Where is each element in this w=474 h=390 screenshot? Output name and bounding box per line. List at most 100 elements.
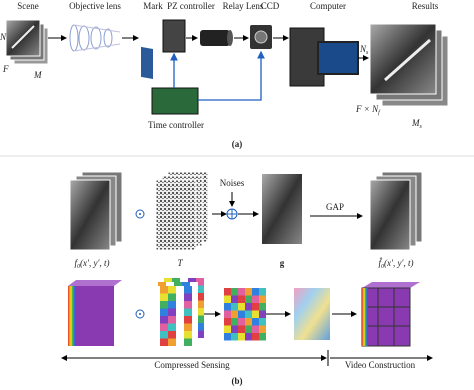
pz-controller	[162, 19, 186, 53]
mask-stack	[155, 171, 209, 251]
label: Computer	[310, 1, 346, 11]
cell	[176, 331, 184, 339]
ccd	[254, 30, 268, 44]
cell	[152, 286, 160, 294]
cell	[238, 318, 245, 326]
label: Noises	[220, 178, 245, 188]
monitor	[317, 41, 359, 75]
blurred-measure	[294, 288, 330, 340]
cell	[190, 297, 198, 305]
cell	[184, 338, 192, 346]
label: Time controller	[148, 120, 204, 130]
cell	[184, 293, 192, 301]
cell	[224, 295, 231, 303]
objective-lens	[69, 24, 121, 52]
cell	[160, 286, 168, 294]
cell	[190, 334, 198, 342]
cell	[245, 303, 252, 311]
axis-label: F	[2, 64, 9, 74]
cell	[176, 323, 184, 331]
cell	[152, 316, 160, 324]
time-controller-board	[151, 87, 199, 115]
math-label: g	[280, 258, 285, 268]
math-label: f̂0(x′, y′, t)	[379, 257, 414, 270]
cell	[231, 310, 238, 318]
cell	[231, 318, 238, 326]
math-label: T	[177, 258, 183, 268]
label: Video Construction	[345, 360, 416, 370]
hadamard-op	[135, 209, 145, 219]
cell	[231, 325, 238, 333]
cell	[184, 323, 192, 331]
cell	[238, 295, 245, 303]
cell	[168, 293, 176, 301]
cell	[238, 303, 245, 311]
cell	[168, 323, 176, 331]
label: Objective lens	[69, 1, 121, 11]
cell	[168, 286, 176, 294]
cell	[190, 282, 198, 290]
cell	[190, 327, 198, 335]
cell	[245, 310, 252, 318]
results-stack	[369, 23, 449, 107]
cell	[231, 288, 238, 296]
cell	[160, 323, 168, 331]
coded-mask	[152, 278, 204, 346]
caption: (a)	[232, 139, 243, 149]
cell	[152, 308, 160, 316]
cell	[252, 333, 259, 341]
cell	[172, 278, 180, 286]
axis-label: N	[0, 32, 7, 42]
cell	[182, 282, 190, 290]
cell	[188, 278, 196, 286]
hadamard-op	[139, 313, 141, 315]
axis-label: F × Nf	[355, 104, 381, 116]
cell	[245, 325, 252, 333]
cell	[152, 293, 160, 301]
cell	[252, 318, 259, 326]
cell	[152, 301, 160, 309]
cell	[160, 316, 168, 324]
cell	[231, 295, 238, 303]
cell	[176, 308, 184, 316]
label: Compressed Sensing	[154, 360, 230, 370]
cell	[152, 331, 160, 339]
cell	[224, 288, 231, 296]
label: Scene	[17, 1, 39, 11]
measurement	[262, 174, 302, 244]
cell	[238, 333, 245, 341]
label: PZ controller	[167, 1, 215, 11]
cell	[176, 316, 184, 324]
cell	[164, 278, 172, 286]
cell	[259, 288, 266, 296]
cell	[252, 295, 259, 303]
mark	[141, 46, 153, 79]
cell	[196, 278, 204, 286]
cell	[168, 308, 176, 316]
label: CCD	[261, 1, 280, 11]
axis-label: Ms	[411, 118, 423, 130]
cell	[245, 295, 252, 303]
cell	[174, 282, 182, 290]
cell	[224, 333, 231, 341]
cell	[176, 286, 184, 294]
cell	[152, 338, 160, 346]
cell	[176, 293, 184, 301]
cell	[245, 318, 252, 326]
cell	[184, 308, 192, 316]
bracket	[61, 350, 433, 366]
axis-label: Ns	[359, 44, 369, 56]
cell	[184, 331, 192, 339]
math-label: f0(x′, y′, t)	[75, 258, 110, 270]
cell	[252, 288, 259, 296]
cell	[152, 323, 160, 331]
cell	[184, 286, 192, 294]
cell	[259, 318, 266, 326]
cell	[160, 338, 168, 346]
cell	[259, 310, 266, 318]
cell	[190, 304, 198, 312]
cell	[196, 300, 204, 308]
cell	[176, 338, 184, 346]
cell	[196, 315, 204, 323]
hadamard-op	[139, 213, 141, 215]
